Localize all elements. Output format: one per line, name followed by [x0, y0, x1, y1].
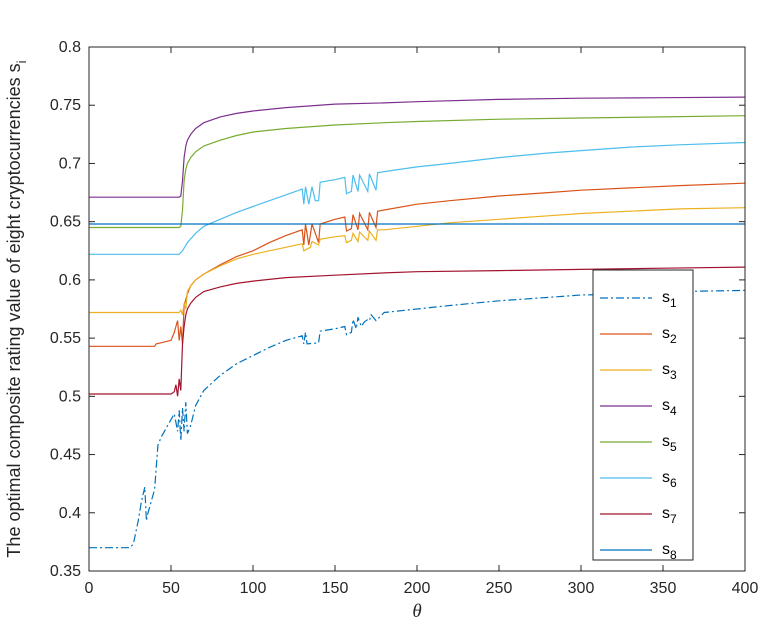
x-tick-label: 400 [732, 580, 759, 597]
tick-layer: 0 50 100 150 200 250 300 350 400 0.35 0.4 0.45 0.5 0.… [50, 39, 759, 597]
x-tick-label: 50 [162, 580, 180, 597]
legend-entry-s7: s7 [662, 505, 677, 526]
y-tick-label: 0.35 [50, 563, 81, 580]
legend-entry-subscript: 7 [670, 512, 677, 526]
series-line-s3 [89, 207, 746, 316]
y-tick-label: 0.6 [59, 272, 81, 289]
x-tick-label: 300 [568, 580, 595, 597]
x-axis-label: θ [412, 601, 421, 622]
legend-entry-s8: s8 [662, 541, 677, 562]
legend-entry-name: s [662, 361, 670, 378]
y-axis-label-subscript: i [14, 60, 29, 63]
series-line-s7 [89, 266, 746, 397]
x-tick-label: 100 [240, 580, 267, 597]
legend-entry-name: s [662, 541, 670, 558]
legend-entry-name: s [662, 397, 670, 414]
x-tick-label: 150 [322, 580, 349, 597]
legend-entry-subscript: 2 [670, 332, 677, 346]
legend-entry-subscript: 3 [670, 368, 677, 382]
legend-entry-subscript: 4 [670, 404, 677, 418]
y-tick-label: 0.75 [50, 97, 81, 114]
y-tick-label: 0.4 [59, 505, 81, 522]
y-tick-label: 0.5 [59, 388, 81, 405]
y-tick-label: 0.55 [50, 330, 81, 347]
legend-entry-s3: s3 [662, 361, 677, 382]
series-line-s2 [89, 182, 746, 347]
y-tick-label: 0.65 [50, 214, 81, 231]
x-tick-label: 0 [85, 580, 94, 597]
series-line-s1 [89, 289, 746, 549]
legend-entry-subscript: 8 [670, 548, 677, 562]
series-line-s6 [89, 141, 746, 255]
legend-entry-s6: s6 [662, 469, 677, 490]
legend-entry-s1: s1 [662, 289, 677, 310]
legend-entry-s2: s2 [662, 325, 677, 346]
y-tick-label: 0.7 [59, 155, 81, 172]
legend-entry-name: s [662, 325, 670, 342]
legend-entry-name: s [662, 469, 670, 486]
legend-entry-subscript: 5 [670, 440, 677, 454]
legend-entry-name: s [662, 433, 670, 450]
series-layer [89, 96, 746, 549]
y-axis-label-main: The optimal composite rating value of ei… [4, 63, 24, 557]
series-line-s4 [89, 96, 746, 198]
legend-entry-subscript: 1 [670, 296, 677, 310]
y-tick-label: 0.8 [59, 39, 81, 56]
x-tick-label: 350 [650, 580, 677, 597]
series-line-s5 [89, 115, 746, 229]
x-tick-label: 200 [404, 580, 431, 597]
legend-entry-s5: s5 [662, 433, 677, 454]
legend-entry-s4: s4 [662, 397, 677, 418]
legend-entry-subscript: 6 [670, 476, 677, 490]
y-tick-label: 0.45 [50, 447, 81, 464]
x-tick-label: 250 [486, 580, 513, 597]
legend-entry-name: s [662, 289, 670, 306]
legend-box [592, 269, 694, 561]
y-axis-label: The optimal composite rating value of ei… [4, 60, 29, 557]
legend-entry-name: s [662, 505, 670, 522]
